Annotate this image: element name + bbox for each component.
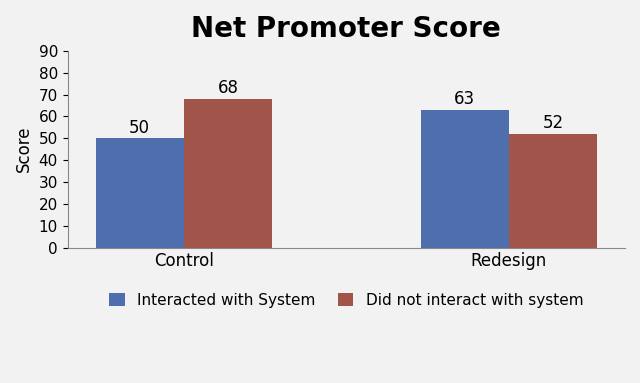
Title: Net Promoter Score: Net Promoter Score (191, 15, 501, 43)
Bar (420, 110, 509, 247)
Text: 68: 68 (218, 79, 238, 97)
Bar (509, 134, 597, 247)
Legend: Interacted with System, Did not interact with system: Interacted with System, Did not interact… (103, 287, 589, 314)
Bar (95, 138, 184, 247)
Y-axis label: Score: Score (15, 126, 33, 172)
Text: 63: 63 (454, 90, 476, 108)
Bar (184, 99, 272, 247)
Text: 50: 50 (129, 119, 150, 137)
Text: 52: 52 (543, 114, 564, 132)
